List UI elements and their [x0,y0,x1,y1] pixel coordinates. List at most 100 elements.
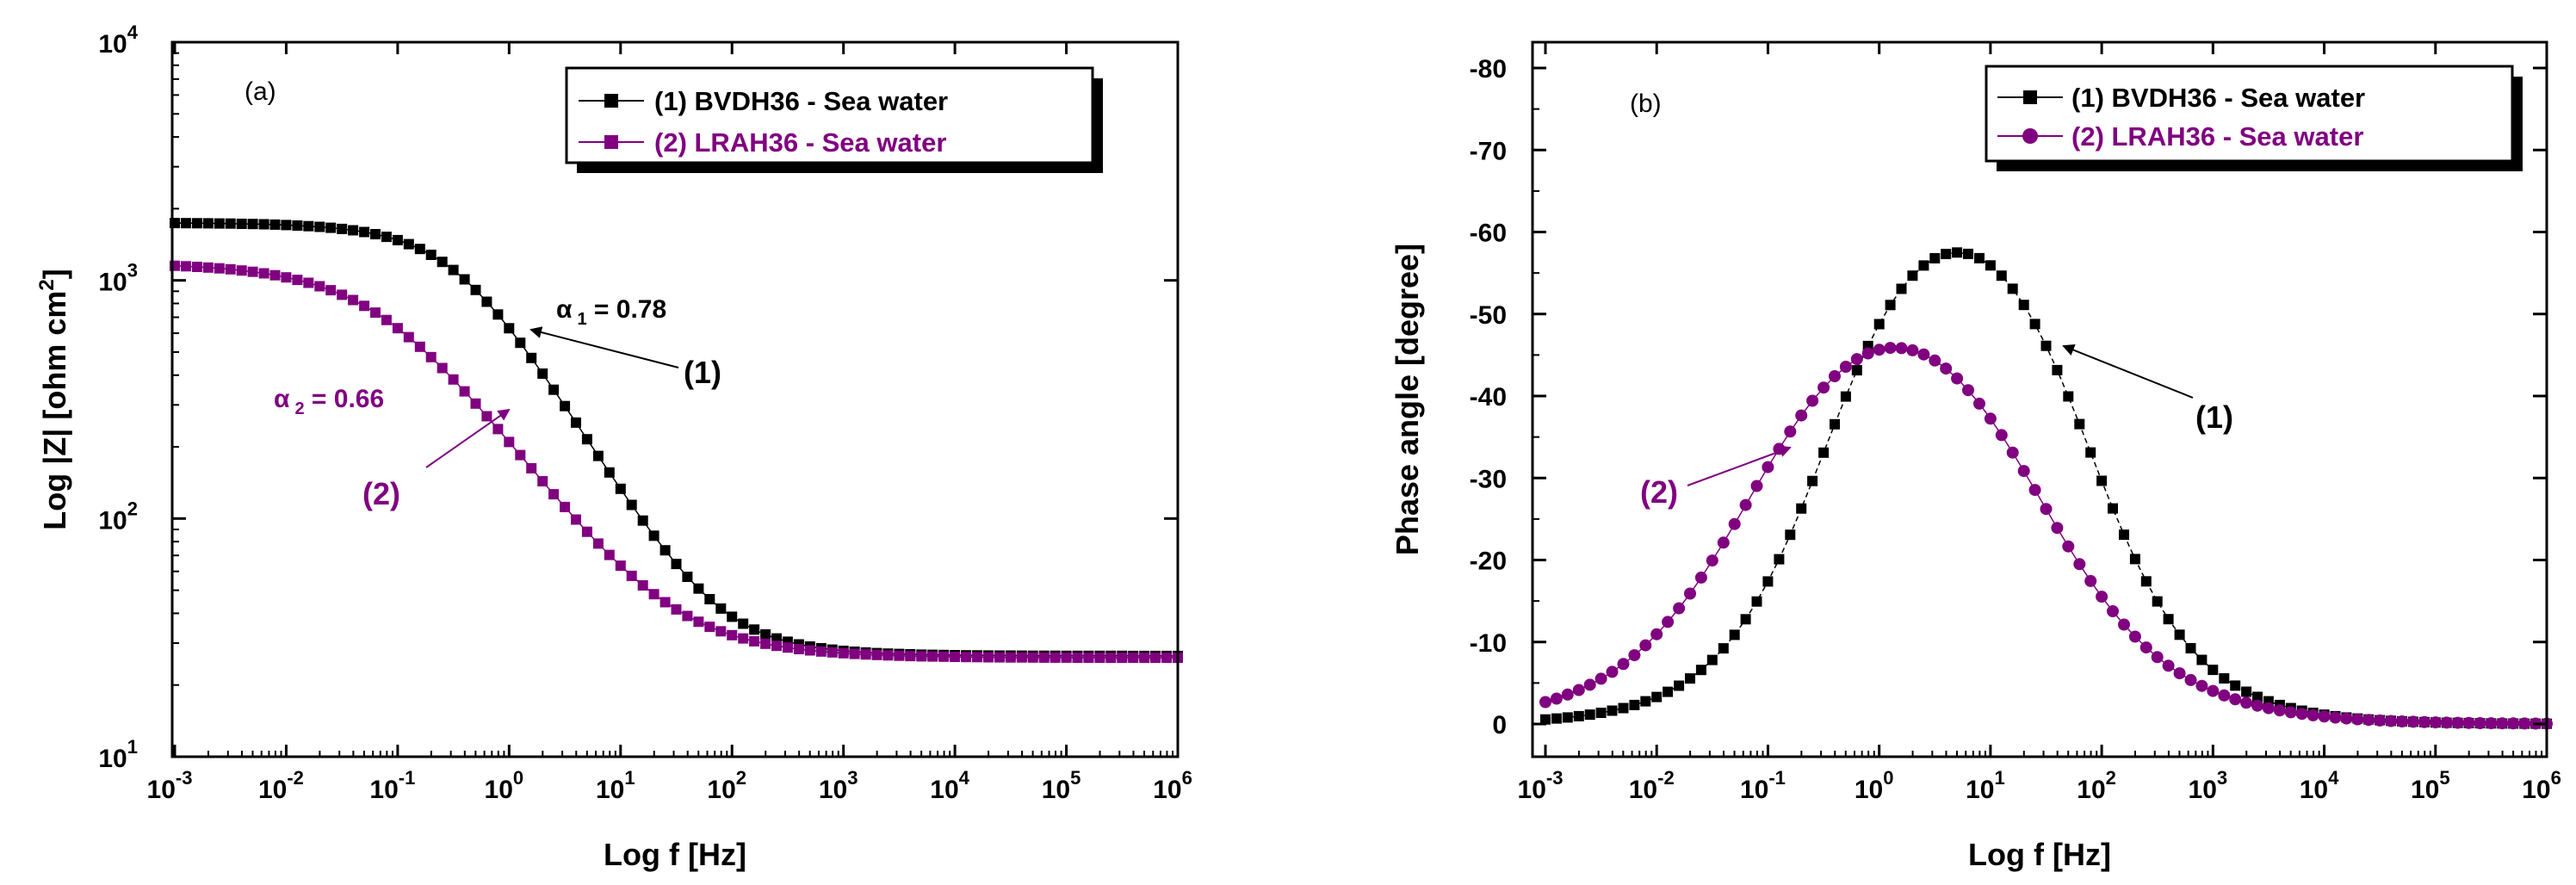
panel-b-series-2-point [2084,574,2097,587]
panel-b-series-2-point [1694,571,1707,584]
panel-b-series-2-point [2006,446,2019,459]
panel-b-y-tick-label: -50 [1470,301,1507,330]
panel-a-series-2-point [771,641,782,652]
panel-a-series-2-point [1161,653,1173,664]
label-2-annotation-a: (2) [362,476,400,511]
panel-b-series-2-point [2118,618,2130,631]
panel-b-series-1-point [1706,654,1718,665]
panel-b-series-1-point [2085,447,2096,458]
legend-b-marker-1 [2023,90,2037,104]
y-tick-exponent: 3 [127,260,138,282]
panel-b-series-1-point [1840,391,1851,402]
panel-b-series-1-point [1540,714,1551,725]
panel-b-series-2-point [2318,710,2331,723]
panel-a-series-2-point [682,610,693,622]
panel-a-series-2-point [1139,653,1150,664]
panel-a-series-2-point [403,331,414,343]
panel-b-series-2-point [2073,558,2086,571]
panel-b-y-tick-label: -10 [1470,629,1507,658]
panel-b-series-1-point [2185,643,2196,653]
panel-b-x-tick-label: 10-3 [1518,767,1564,804]
panel-b-series-2-point [1750,480,1763,492]
panel-b-series-2-point [2440,716,2453,729]
panel-b-series-1-line [1545,251,2548,725]
panel-a-series-2-point [894,650,905,661]
panel-b-series-2-point [2162,659,2175,672]
panel-b-series-1-point [1796,503,1807,514]
panel-b-y-axis-title: Phase angle [degree] [1390,244,1425,555]
panel-b-series-2-point [1617,658,1630,671]
panel-a-series-2-point [905,651,916,662]
panel-b-series-2-point [1572,684,1585,696]
panel-b-series-1-point [2074,418,2085,430]
panel-b-series-1-point [1729,629,1740,641]
panel-b-series-1-point [2196,654,2208,665]
panel-a-x-tick-label: 103 [819,767,858,804]
panel-a-series-1-point [348,225,359,236]
panel-b-series-1-point [2108,503,2118,514]
panel-a-series-1-point [592,450,604,461]
panel-b-series-1-point [1551,713,1562,724]
panel-b-series-2-point [1717,536,1730,549]
panel-a-series-1-point [414,244,425,255]
panel-a-series-2-point [860,649,871,660]
x-tick-base: 10 [1966,776,1994,804]
panel-b-y-tick-label: 0 [1492,711,1507,740]
panel-b-series-2-line [1545,347,2548,725]
panel-b-series-1-point [1851,365,1862,376]
legend-a-box [565,66,1094,164]
panel-a-x-tick-label: 106 [1153,767,1192,804]
panel-a-series-2-point [1128,653,1139,664]
panel-b-x-tick-labels: 10-3 10-2 10-1 100 101 102 103 104 105 106 [1518,767,2561,804]
x-tick-exponent: 1 [624,767,635,789]
panel-b-series-2-point [1673,602,1686,615]
panel-a-y-tick-label: 103 [98,260,138,297]
panel-a-series-2-point [180,261,191,272]
panel-b-series-2-point [1884,342,1897,355]
x-tick-base: 10 [369,776,398,804]
panel-a-series-2-point [648,589,659,600]
panel-b-series-1-point [1674,680,1685,691]
panel-b-series-2-point [1650,628,1663,641]
panel-a-series-1-point [715,603,727,614]
panel-b-series-1-point [1963,248,1973,259]
x-tick-exponent: 6 [1182,767,1192,789]
panel-b-series-2-point [1684,587,1696,600]
panel-a-series-2-point [592,538,604,549]
x-tick-base: 10 [147,776,176,804]
panel-b-series-2-point [2028,484,2041,497]
alpha-2-subscript: 2 [294,399,304,418]
panel-b-series-2-point [1873,343,1886,356]
panel-a-series-2-point [637,580,648,591]
panel-a-series-1-point [303,220,314,232]
panel-b-series-2-point [1951,372,1964,385]
panel-b-series-2-point [2051,522,2064,535]
panel-b-series-1-point [2018,300,2029,311]
x-tick-exponent: 3 [2217,767,2227,789]
panel-b-series-1-point [1830,418,1840,430]
panel-b-series-2-point [1539,696,1551,709]
panel-a-series-2-point [303,277,314,288]
panel-a-series-1-point [615,483,626,494]
panel-b-series-1-point [1562,712,1573,723]
panel-b-series-2-point [2017,465,2030,478]
panel-a-series-2-point [470,398,481,409]
panel-b-series-1-point [1618,702,1629,714]
panel-a-series-2-point [1027,652,1038,663]
panel-b-series-2-point [2096,591,2108,603]
panel-a-x-tick-label: 104 [930,767,969,804]
panel-b-series-2-point [2474,717,2486,729]
panel-a-series-2-point [370,307,381,319]
panel-a-x-tick-label: 101 [596,767,635,804]
panel-b-series-2-point [1706,554,1718,567]
panel-b-series-2-point [1606,665,1619,678]
panel-b-series-2-point [1561,688,1574,701]
panel-b-x-tick-label: 104 [2300,767,2339,804]
panel-a-series-1-point [604,467,615,478]
y-tick-exponent: 2 [127,498,138,519]
panel-b-series-2-point [1895,342,1908,355]
panel-a-series-2-point [804,645,815,656]
panel-a-series-2-point [760,638,771,649]
label-2-annotation-b: (2) [1640,474,1678,510]
